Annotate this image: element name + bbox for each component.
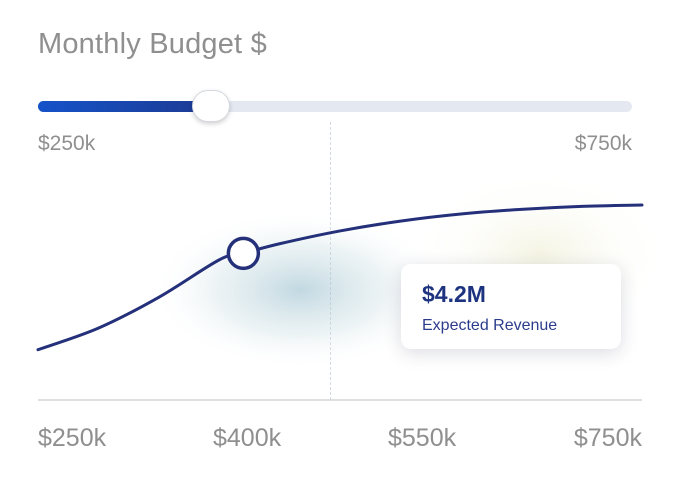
revenue-line [36,203,644,352]
card-title: Monthly Budget $ [38,28,267,60]
highlight-point[interactable] [226,236,261,271]
budget-slider-handle[interactable] [192,90,231,122]
slider-min-label: $250k [38,132,96,155]
x-tick-label: $550k [388,424,457,452]
budget-slider-track[interactable] [38,101,632,112]
tooltip-label: Expected Revenue [422,317,558,334]
revenue-tooltip: $4.2M Expected Revenue [401,264,621,349]
x-tick-label: $400k [213,424,282,452]
budget-slider-fill [38,101,212,112]
blue-glow [150,210,450,370]
tooltip-value: $4.2M [422,281,486,307]
slider-max-label: $750k [574,132,632,155]
x-tick-label: $750k [573,424,642,452]
x-tick-label: $250k [38,424,107,452]
